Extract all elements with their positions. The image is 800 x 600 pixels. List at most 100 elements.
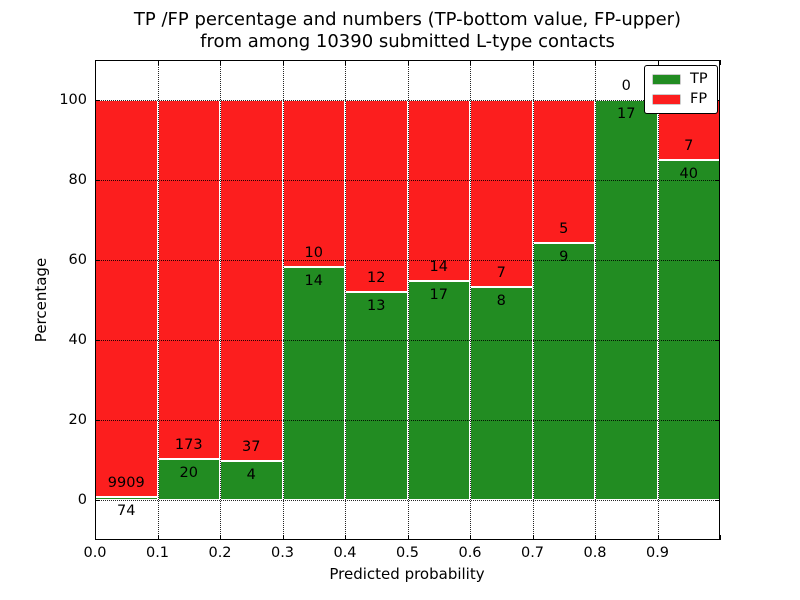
bar-tp-segment-0.9-1.0 (657, 159, 720, 500)
gridline-x-0.7 (532, 60, 534, 540)
x-tick-top-1 (720, 60, 722, 65)
bar-tp-count-0.9-1.0: 40 (679, 165, 698, 182)
bar-fp-segment-0.0-0.1 (95, 100, 158, 498)
x-tick-bottom-0.3 (282, 535, 284, 540)
y-tick-right-60 (715, 260, 720, 262)
bar-fp-count-0.7-0.8: 5 (559, 220, 569, 237)
x-axis-label: Predicted probability (329, 565, 485, 583)
legend-item-FP: FP (653, 92, 708, 107)
x-tick-label-0.4: 0.4 (333, 545, 357, 561)
x-tick-top-0.2 (220, 60, 222, 65)
x-tick-label-0.2: 0.2 (208, 545, 232, 561)
y-tick-right-40 (715, 340, 720, 342)
gridline-x-0.8 (595, 60, 596, 540)
x-tick-label-0.7: 0.7 (520, 545, 545, 561)
x-tick-label-0.0: 0.0 (83, 545, 107, 561)
x-tick-bottom-0.1 (157, 535, 159, 540)
legend-label-TP: TP (690, 71, 708, 87)
x-tick-top-0.6 (470, 60, 472, 65)
bar-tp-segment-0.8-0.9 (595, 100, 658, 500)
chart-title-line-2: from among 10390 submitted L-type contac… (200, 31, 615, 52)
bar-tp-count-0.8-0.9: 17 (617, 106, 636, 122)
x-tick-label-0.8: 0.8 (583, 545, 607, 561)
bar-tp-segment-0.5-0.6 (407, 280, 470, 500)
bar-tp-count-0.7-0.8: 9 (559, 248, 569, 265)
bar-fp-segment-0.3-0.4 (282, 100, 345, 267)
x-tick-label-0.3: 0.3 (270, 545, 295, 561)
bar-tp-count-0.5-0.6: 17 (429, 286, 448, 303)
bar-fp-count-0.9-1.0: 7 (684, 137, 694, 154)
x-tick-bottom-0.9 (657, 535, 659, 540)
gridline-x-0.5 (407, 60, 409, 540)
gridline-x-0.2 (220, 60, 221, 540)
bar-fp-count-0.2-0.3: 37 (242, 438, 261, 455)
bar-fp-count-0.5-0.6: 14 (429, 258, 448, 275)
x-tick-top-0.4 (345, 60, 347, 65)
x-tick-label-0.5: 0.5 (395, 545, 420, 561)
x-tick-bottom-1 (720, 535, 722, 540)
legend-label-FP: FP (690, 91, 708, 107)
x-tick-top-0 (95, 60, 97, 65)
bar-tp-count-0.4-0.5: 13 (367, 298, 386, 314)
bar-tp-segment-0.7-0.8 (532, 242, 595, 500)
bar-fp-segment-0.2-0.3 (220, 100, 283, 461)
bar-fp-segment-0.1-0.2 (157, 100, 220, 459)
y-tick-left-100 (95, 100, 100, 102)
gridline-x-0.3 (282, 60, 284, 540)
bar-fp-count-0.3-0.4: 10 (304, 244, 323, 261)
y-axis-label: Percentage (32, 257, 50, 343)
bar-tp-count-0.0-0.1: 74 (117, 503, 136, 520)
y-tick-right-80 (715, 180, 720, 182)
y-tick-left-0 (95, 500, 100, 502)
bar-tp-segment-0.6-0.7 (470, 286, 533, 500)
chart-title: TP /FP percentage and numbers (TP-bottom… (95, 9, 720, 53)
x-tick-label-0.9: 0.9 (645, 545, 670, 561)
gridline-x-0.1 (157, 60, 159, 540)
x-tick-bottom-0.2 (220, 535, 222, 540)
y-tick-left-80 (95, 180, 100, 182)
x-tick-top-0.5 (407, 60, 409, 65)
chart-title-line-1: TP /FP percentage and numbers (TP-bottom… (133, 9, 682, 30)
x-tick-top-0.7 (532, 60, 534, 65)
x-tick-label-0.1: 0.1 (145, 545, 170, 561)
x-tick-bottom-0.8 (595, 535, 597, 540)
bar-fp-count-0.1-0.2: 173 (174, 436, 203, 453)
y-tick-label-0: 0 (77, 492, 87, 508)
y-tick-label-60: 60 (68, 252, 87, 268)
x-tick-top-0.1 (157, 60, 159, 65)
x-tick-bottom-0.6 (470, 535, 472, 540)
legend: TP FP (644, 65, 718, 114)
bar-tp-count-0.3-0.4: 14 (304, 272, 323, 289)
y-tick-right-0 (715, 500, 720, 502)
gridline-x-0.4 (345, 60, 346, 540)
bar-fp-count-0.6-0.7: 7 (496, 264, 506, 281)
y-tick-label-100: 100 (59, 92, 87, 108)
x-tick-label-0.6: 0.6 (458, 545, 482, 561)
x-tick-bottom-0.7 (532, 535, 534, 540)
bar-tp-segment-0.4-0.5 (345, 292, 408, 500)
gridline-x-0.9 (657, 60, 659, 540)
bar-fp-segment-0.4-0.5 (345, 100, 408, 292)
plot-area: 9909 74 173 20 37 4 10 14 12 13 14 17 7 8 5 9 0 17 7 40 0.0 0… (59, 60, 722, 561)
x-tick-bottom-0.4 (345, 535, 347, 540)
bar-tp-count-0.6-0.7: 8 (496, 292, 506, 309)
y-tick-right-20 (715, 420, 720, 422)
x-tick-bottom-0.5 (407, 535, 409, 540)
y-tick-label-40: 40 (68, 332, 87, 348)
gridline-x-0.6 (470, 60, 471, 540)
bar-tp-segment-0.1-0.2 (157, 458, 220, 500)
legend-swatch-FP (653, 95, 680, 104)
bar-tp-segment-0.3-0.4 (282, 266, 345, 500)
bar-fp-segment-0.7-0.8 (532, 100, 595, 243)
x-tick-top-0.9 (657, 60, 659, 65)
legend-swatch-TP (653, 75, 680, 84)
bar-fp-count-0.4-0.5: 12 (367, 270, 386, 286)
x-tick-top-0.8 (595, 60, 597, 65)
x-tick-top-0.3 (282, 60, 284, 65)
y-tick-left-60 (95, 260, 100, 262)
y-tick-left-20 (95, 420, 100, 422)
y-tick-left-40 (95, 340, 100, 342)
bar-fp-segment-0.6-0.7 (470, 100, 533, 287)
bar-fp-count-0.8-0.9: 0 (621, 78, 631, 94)
